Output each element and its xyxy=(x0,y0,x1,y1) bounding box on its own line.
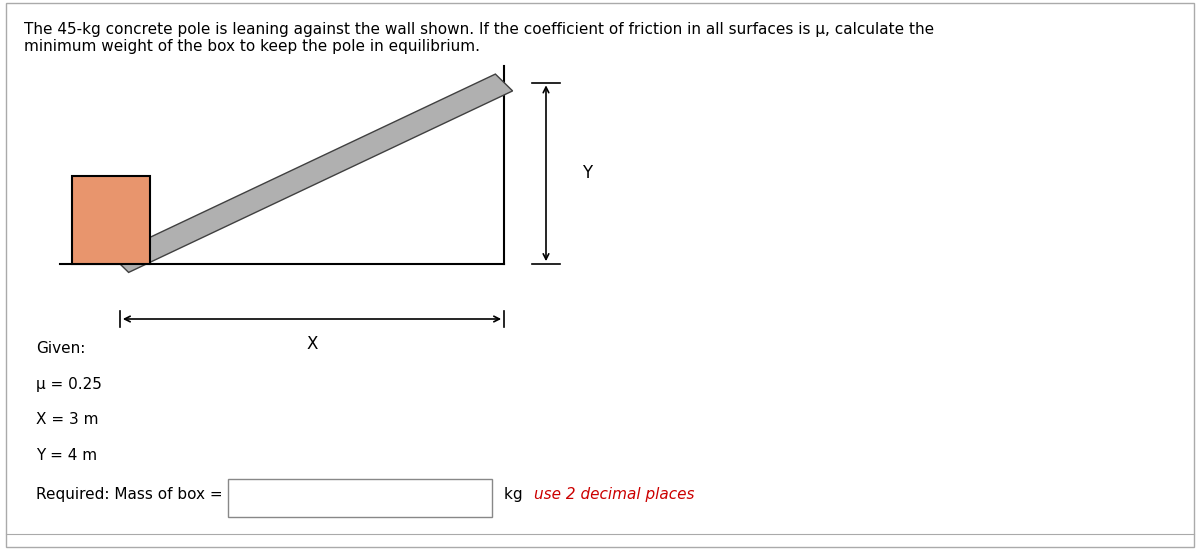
Text: μ = 0.25: μ = 0.25 xyxy=(36,377,102,392)
Text: kg: kg xyxy=(504,487,528,503)
Text: use 2 decimal places: use 2 decimal places xyxy=(534,487,695,503)
Polygon shape xyxy=(112,74,512,272)
Text: X = 3 m: X = 3 m xyxy=(36,412,98,427)
Bar xyxy=(228,478,492,517)
Text: X: X xyxy=(306,335,318,353)
Text: Y: Y xyxy=(582,164,592,182)
Text: Y = 4 m: Y = 4 m xyxy=(36,448,97,463)
Text: Given:: Given: xyxy=(36,341,85,356)
Text: The 45-kg concrete pole is leaning against the wall shown. If the coefficient of: The 45-kg concrete pole is leaning again… xyxy=(24,22,934,54)
Bar xyxy=(72,176,150,264)
Text: Required: Mass of box =: Required: Mass of box = xyxy=(36,487,228,503)
